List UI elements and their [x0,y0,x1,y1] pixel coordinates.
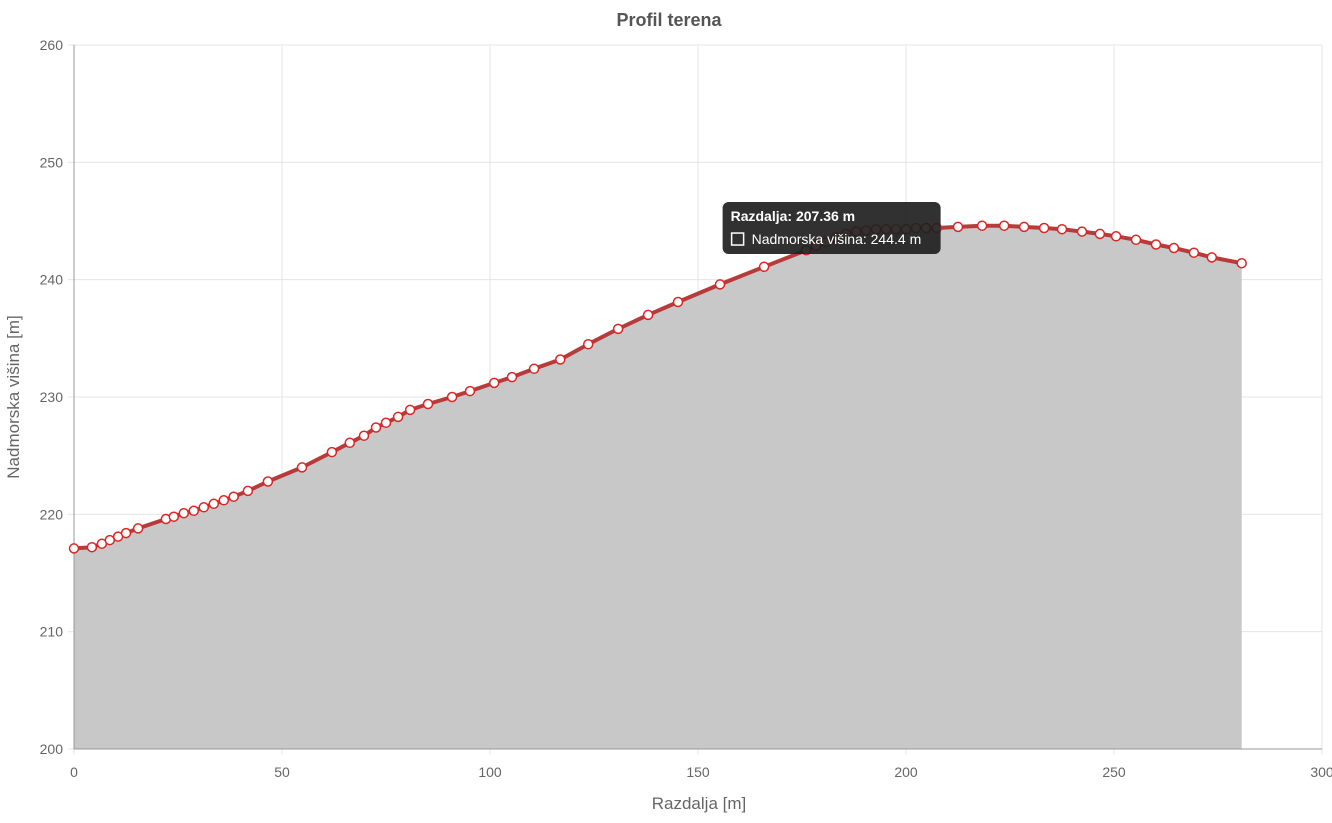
data-point[interactable] [758,261,770,273]
x-axis-label: Razdalja [m] [652,794,746,813]
data-point[interactable] [1094,228,1106,240]
y-tick-label: 240 [40,272,64,288]
x-tick-label: 200 [894,764,918,780]
data-point[interactable] [242,485,254,497]
data-point[interactable] [1110,231,1122,242]
data-point[interactable] [555,354,566,365]
data-point[interactable] [446,391,458,403]
data-point[interactable] [188,505,200,517]
y-tick-label: 230 [40,389,64,405]
data-point[interactable] [1056,223,1068,235]
data-point[interactable] [998,220,1010,231]
elevation-area [74,225,1242,749]
data-point[interactable] [380,417,392,429]
data-point[interactable] [218,495,230,506]
data-point[interactable] [86,541,98,553]
data-point[interactable] [132,523,144,534]
data-point[interactable] [1236,257,1247,269]
data-point[interactable] [262,476,274,487]
data-point[interactable] [1018,221,1030,233]
data-point[interactable] [422,398,434,410]
data-point[interactable] [370,422,382,433]
data-point[interactable] [168,511,180,522]
data-point[interactable] [358,430,370,441]
data-point[interactable] [296,462,308,473]
data-point[interactable] [178,507,190,519]
data-point[interactable] [582,338,594,350]
data-point[interactable] [506,371,518,383]
x-tick-label: 100 [478,764,502,780]
y-axis-label: Nadmorska višina [m] [4,315,23,478]
data-point[interactable] [1150,239,1162,250]
axes: 0 50 100 150 200 250 300 200 210 220 230 240 250 260 [40,37,1332,780]
data-point[interactable] [228,491,239,502]
y-tick-label: 210 [40,624,64,640]
data-point[interactable] [1130,234,1142,246]
area-layer [74,225,1242,749]
y-tick-label: 200 [40,741,64,757]
data-point[interactable] [120,527,132,539]
y-tick-label: 250 [40,154,64,170]
data-point[interactable] [672,296,684,308]
data-point[interactable] [528,363,540,375]
data-point[interactable] [464,385,476,397]
x-tick-label: 0 [70,764,78,780]
chart-title: Profil terena [616,10,722,30]
data-point[interactable] [392,411,404,423]
tooltip-legend-swatch [730,232,745,246]
x-tick-label: 300 [1310,764,1332,780]
data-point[interactable] [1076,226,1088,237]
data-point[interactable] [326,446,338,458]
data-point[interactable] [976,220,988,231]
data-point[interactable] [714,279,726,290]
tooltip: Razdalja: 207.36 m Nadmorska višina: 244.… [722,202,941,255]
data-point[interactable] [488,377,500,389]
data-point[interactable] [1206,252,1218,263]
tooltip-title: Razdalja: 207.36 m [731,208,856,224]
data-point[interactable] [404,404,416,416]
y-tick-label: 220 [40,506,64,522]
x-tick-label: 150 [686,764,710,780]
data-point[interactable] [1188,247,1200,258]
data-point[interactable] [68,543,80,554]
data-point[interactable] [344,437,356,449]
x-tick-label: 250 [1102,764,1126,780]
data-point[interactable] [1168,242,1180,254]
data-point[interactable] [612,323,624,335]
data-point[interactable] [642,309,654,321]
x-tick-label: 50 [274,764,290,780]
tooltip-box [722,202,941,255]
tooltip-label: Nadmorska višina: 244.4 m [752,231,922,247]
data-point[interactable] [1038,222,1050,234]
data-point[interactable] [198,502,210,513]
y-tick-label: 260 [40,37,64,53]
data-point[interactable] [208,498,220,510]
data-point[interactable] [952,221,964,233]
